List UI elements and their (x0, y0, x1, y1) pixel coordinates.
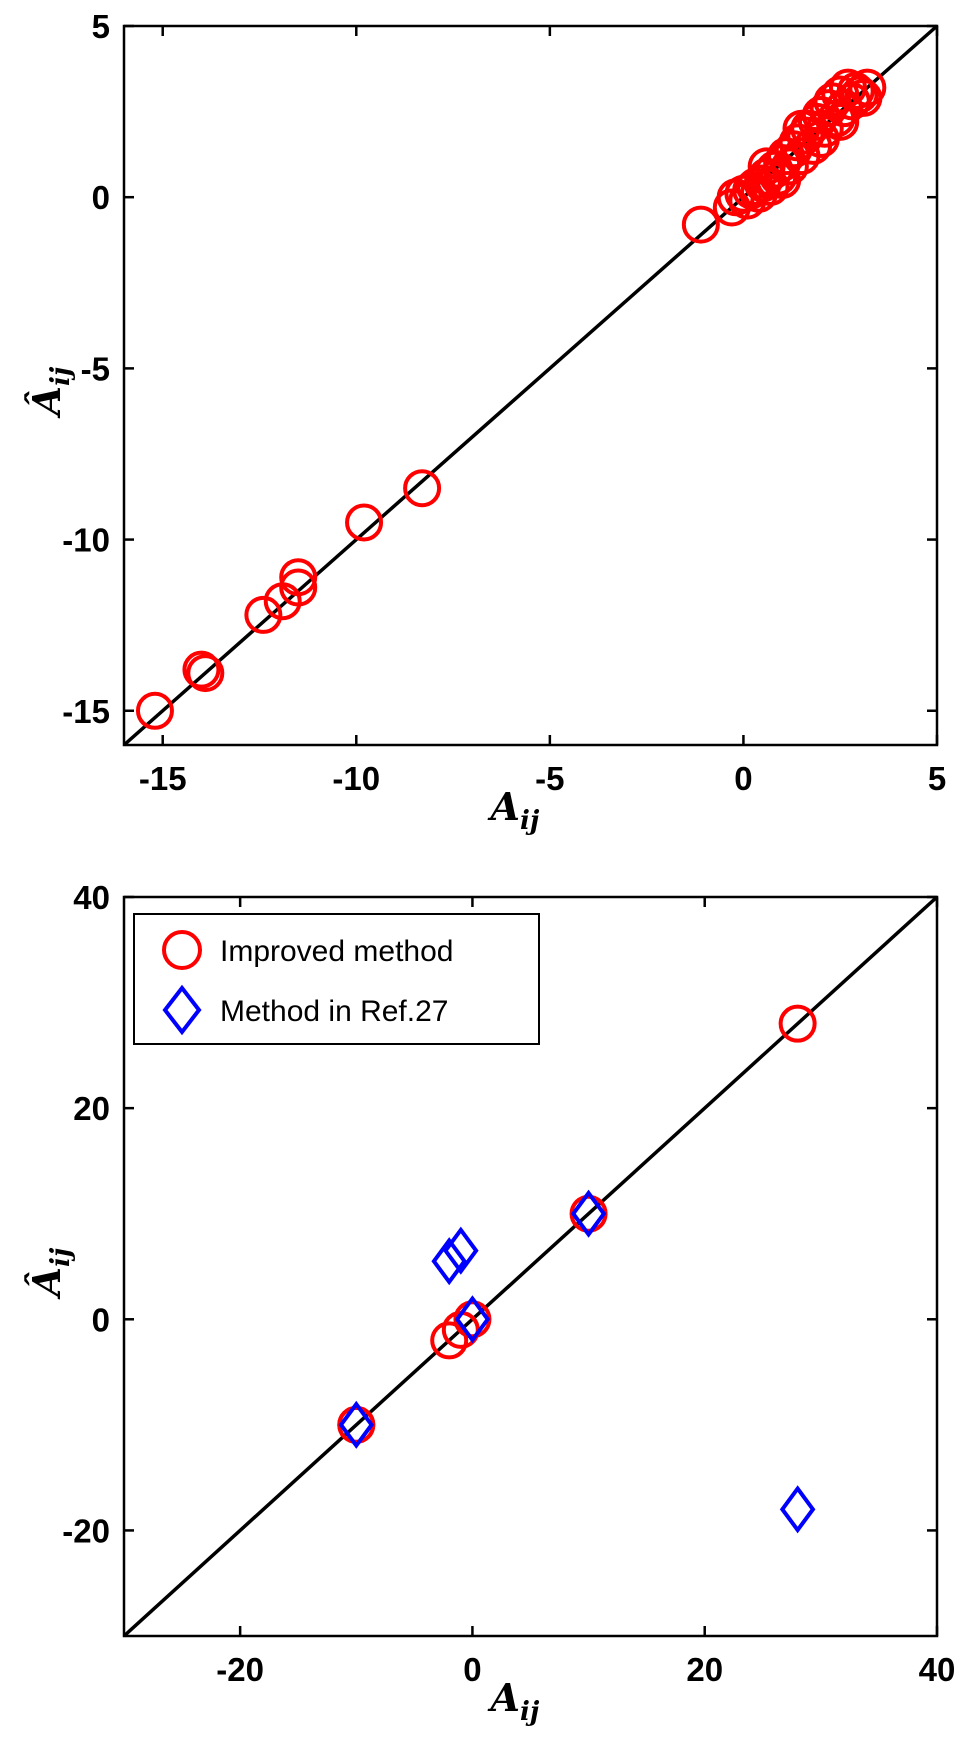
legend: Improved method Method in Ref.27 (133, 913, 540, 1045)
y-tick-label: 20 (73, 1090, 110, 1127)
panel-1: -15 -10 -5 0 5 -15 -10 -5 0 5 Aij Âij (24, 8, 946, 836)
legend-marker-diamond (162, 984, 202, 1036)
data-point-circle (821, 102, 860, 141)
data-point-circle (186, 654, 225, 693)
data-point-diamond (338, 1400, 375, 1449)
x-axis-label: Aij (488, 784, 540, 836)
identity-line (122, 24, 939, 747)
y-tick-label: -5 (81, 350, 110, 387)
y-axis-label: Âij (24, 1247, 76, 1299)
x-tick-label: 0 (463, 1651, 481, 1688)
data-point-circle (135, 691, 174, 730)
x-tick-label: 20 (686, 1651, 723, 1688)
series-circle (135, 68, 887, 730)
data-point-diamond (454, 1295, 491, 1344)
legend-marker-circle (162, 930, 202, 970)
plot-frame (122, 895, 939, 1638)
data-point-circle (403, 469, 442, 508)
legend-label: Method in Ref.27 (220, 995, 448, 1028)
legend-box (133, 913, 540, 1045)
x-tick-label: 0 (734, 760, 752, 797)
data-point-circle (840, 75, 879, 114)
data-point-circle (763, 161, 802, 200)
series-diamond (338, 1189, 816, 1534)
data-point-circle (279, 568, 318, 607)
y-axis-label: Âij (24, 366, 76, 418)
x-tick-label: 5 (928, 760, 946, 797)
data-point-circle (681, 205, 720, 244)
identity-line (122, 895, 939, 1638)
y-tick-label: -15 (62, 693, 110, 730)
legend-label: Improved method (220, 935, 453, 968)
x-tick-label: 40 (919, 1651, 956, 1688)
data-point-circle (182, 650, 221, 689)
x-tick-label: -15 (139, 760, 187, 797)
data-point-diamond (443, 1226, 479, 1275)
data-point-circle (279, 558, 318, 597)
y-tick-label: -20 (62, 1512, 110, 1549)
y-tick-label: 0 (92, 1301, 110, 1338)
data-point-circle (345, 503, 384, 542)
data-point-diamond (570, 1189, 607, 1238)
data-point-diamond (431, 1237, 467, 1286)
data-point-circle (244, 595, 283, 634)
panel-2: -20 0 20 40 -20 0 20 40 Aij Âij Improved method Met… (24, 879, 955, 1727)
x-tick-label: -20 (216, 1651, 264, 1688)
data-point-circle (848, 68, 887, 107)
y-tick-label: -10 (62, 522, 110, 559)
x-tick-label: -5 (535, 760, 564, 797)
plot-frame (122, 24, 939, 747)
y-tick-label: 0 (92, 179, 110, 216)
data-point-circle (430, 1321, 469, 1360)
y-tick-label: 5 (92, 8, 110, 45)
x-axis-label: Aij (488, 1675, 540, 1727)
data-point-diamond (779, 1485, 816, 1534)
x-tick-label: -10 (332, 760, 380, 797)
data-point-circle (778, 1004, 817, 1043)
y-tick-label: 40 (73, 879, 110, 916)
data-point-circle (782, 109, 821, 148)
